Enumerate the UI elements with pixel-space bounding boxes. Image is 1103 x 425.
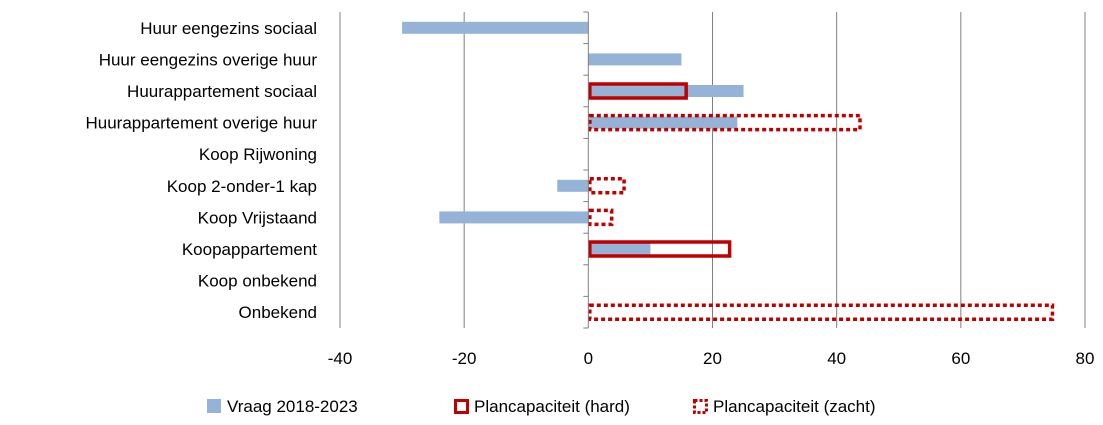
category-label: Huurappartement overige huur bbox=[85, 114, 317, 133]
legend-swatch-hard bbox=[454, 399, 469, 414]
legend-swatch-vraag bbox=[207, 399, 221, 413]
x-tick-label: 60 bbox=[951, 349, 970, 368]
bar-plancapaciteit-zacht bbox=[588, 113, 862, 132]
x-tick-label: -40 bbox=[328, 349, 353, 368]
category-label: Huur eengezins sociaal bbox=[140, 19, 317, 38]
x-tick-labels: -40 -20 0 20 40 60 80 bbox=[328, 349, 1095, 368]
bar-plancapaciteit-zacht bbox=[588, 177, 626, 195]
category-label: Huurappartement sociaal bbox=[127, 82, 317, 101]
bar-vraag bbox=[588, 116, 738, 129]
category-label: Koopappartement bbox=[182, 240, 317, 259]
x-tick-label: 40 bbox=[827, 349, 846, 368]
x-tick-label: 80 bbox=[1076, 349, 1095, 368]
bar-vraag bbox=[588, 243, 651, 255]
bar-plancapaciteit-hard bbox=[588, 82, 688, 100]
legend-label: Vraag 2018-2023 bbox=[227, 397, 358, 416]
category-label: Koop 2-onder-1 kap bbox=[167, 177, 317, 196]
legend-swatch-zacht bbox=[693, 399, 708, 414]
category-label: Onbekend bbox=[239, 303, 317, 322]
category-label: Huur eengezins overige huur bbox=[99, 50, 318, 69]
x-tick-label: 0 bbox=[584, 349, 593, 368]
category-label: Koop onbekend bbox=[198, 272, 317, 291]
legend-label: Plancapaciteit (zacht) bbox=[713, 397, 876, 416]
category-axis bbox=[583, 11, 589, 329]
bar-plancapaciteit-hard bbox=[588, 240, 732, 258]
legend-label: Plancapaciteit (hard) bbox=[474, 397, 630, 416]
bars bbox=[402, 21, 1055, 321]
category-label: Koop Rijwoning bbox=[199, 145, 317, 164]
bar-plancapaciteit-zacht bbox=[588, 303, 1055, 321]
category-label: Koop Vrijstaand bbox=[198, 208, 317, 227]
x-tick-label: -20 bbox=[452, 349, 477, 368]
bar-vraag bbox=[588, 85, 744, 97]
bar-vraag bbox=[439, 211, 589, 224]
bar-vraag bbox=[557, 179, 589, 192]
x-tick-label: 20 bbox=[703, 349, 722, 368]
bar-plancapaciteit-zacht bbox=[588, 208, 614, 227]
bar-vraag bbox=[588, 53, 682, 66]
bar-vraag bbox=[402, 21, 589, 34]
legend: Vraag 2018-2023 Plancapaciteit (hard) Plan… bbox=[207, 397, 876, 416]
gridlines bbox=[339, 12, 1086, 328]
category-labels: Huur eengezins sociaal Huur eengezins ove… bbox=[85, 19, 317, 322]
